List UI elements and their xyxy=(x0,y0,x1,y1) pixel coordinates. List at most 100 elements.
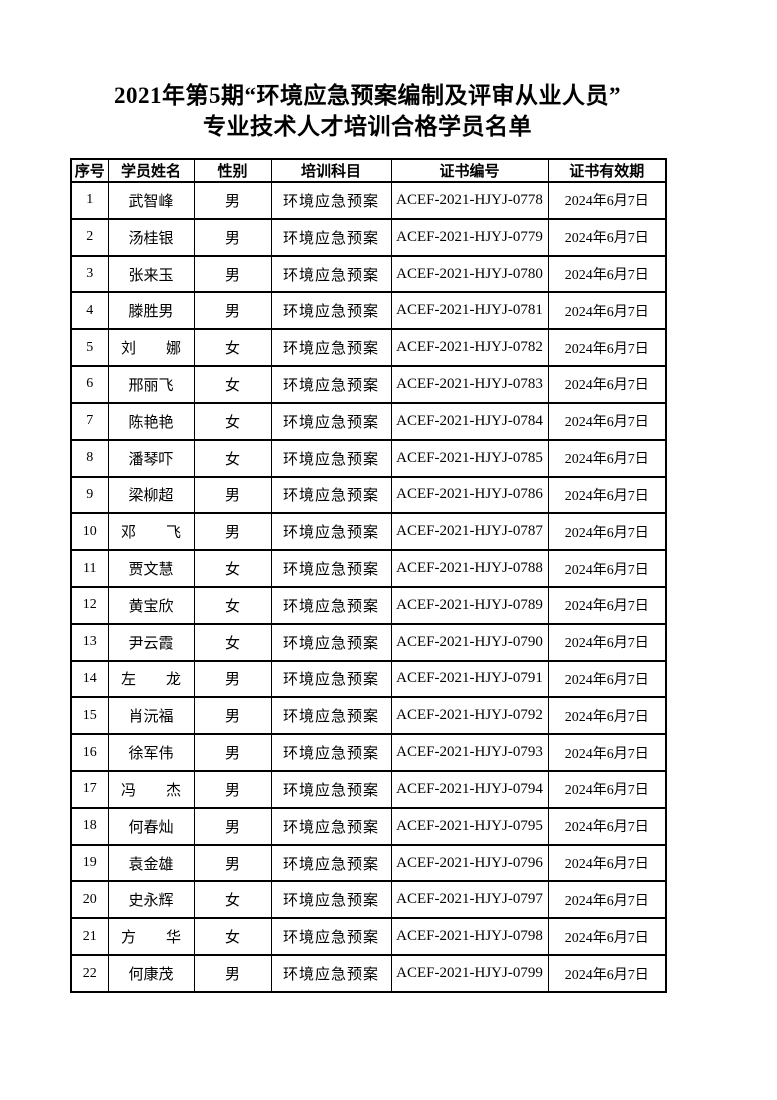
cell-name: 陈艳艳 xyxy=(107,401,195,441)
cell-no: 16 xyxy=(70,733,109,772)
cell-subject: 环境应急预案 xyxy=(270,254,392,294)
cell-subject: 环境应急预案 xyxy=(270,475,392,515)
cell-cert-no: ACEF-2021-HJYJ-0780 xyxy=(390,254,549,294)
cell-subject: 环境应急预案 xyxy=(270,770,392,809)
cell-subject: 环境应急预案 xyxy=(270,880,392,920)
cell-validity: 2024年6月7日 xyxy=(547,954,667,993)
cell-subject: 环境应急预案 xyxy=(270,365,392,404)
cell-no: 1 xyxy=(70,181,109,220)
cell-subject: 环境应急预案 xyxy=(270,622,392,662)
cell-name: 贾文慧 xyxy=(107,549,195,588)
cell-gender: 女 xyxy=(193,917,272,957)
cell-no: 17 xyxy=(70,770,109,809)
cell-cert-no: ACEF-2021-HJYJ-0797 xyxy=(390,880,549,920)
table-row: 8 潘琴吓 女 环境应急预案 ACEF-2021-HJYJ-0785 2024年… xyxy=(70,438,667,478)
header-row: 序号 学员姓名 性别 培训科目 证书编号 证书有效期 xyxy=(70,158,667,183)
table-row: 17 冯 杰 男 环境应急预案 ACEF-2021-HJYJ-0794 2024… xyxy=(70,770,667,809)
cell-name: 冯 杰 xyxy=(107,770,195,809)
table-row: 9 梁柳超 男 环境应急预案 ACEF-2021-HJYJ-0786 2024年… xyxy=(70,475,667,515)
table-row: 13 尹云霞 女 环境应急预案 ACEF-2021-HJYJ-0790 2024… xyxy=(70,622,667,662)
cell-no: 13 xyxy=(70,622,109,662)
cell-cert-no: ACEF-2021-HJYJ-0778 xyxy=(390,181,549,220)
cell-subject: 环境应急预案 xyxy=(270,328,392,368)
table-row: 21 方 华 女 环境应急预案 ACEF-2021-HJYJ-0798 2024… xyxy=(70,917,667,957)
cell-validity: 2024年6月7日 xyxy=(547,770,667,809)
cell-cert-no: ACEF-2021-HJYJ-0792 xyxy=(390,696,549,736)
cell-cert-no: ACEF-2021-HJYJ-0796 xyxy=(390,843,549,883)
cell-cert-no: ACEF-2021-HJYJ-0784 xyxy=(390,401,549,441)
cell-subject: 环境应急预案 xyxy=(270,291,392,331)
table-row: 14 左 龙 男 环境应急预案 ACEF-2021-HJYJ-0791 2024… xyxy=(70,659,667,699)
cell-name: 肖沅福 xyxy=(107,696,195,736)
cell-gender: 男 xyxy=(193,475,272,515)
cell-name: 邓 飞 xyxy=(107,512,195,552)
cell-validity: 2024年6月7日 xyxy=(547,217,667,257)
cell-validity: 2024年6月7日 xyxy=(547,659,667,699)
cell-name: 邢丽飞 xyxy=(107,365,195,404)
cell-name: 张来玉 xyxy=(107,254,195,294)
cell-gender: 女 xyxy=(193,401,272,441)
col-header-cert-no: 证书编号 xyxy=(390,158,549,183)
document-content: 2021年第5期“环境应急预案编制及评审从业人员” 专业技术人才培训合格学员名单… xyxy=(70,80,667,993)
cell-no: 18 xyxy=(70,806,109,846)
cell-subject: 环境应急预案 xyxy=(270,181,392,220)
cell-name: 潘琴吓 xyxy=(107,438,195,478)
cell-cert-no: ACEF-2021-HJYJ-0793 xyxy=(390,733,549,772)
cell-subject: 环境应急预案 xyxy=(270,696,392,736)
cell-no: 20 xyxy=(70,880,109,920)
cell-no: 2 xyxy=(70,217,109,257)
cell-validity: 2024年6月7日 xyxy=(547,622,667,662)
col-header-name: 学员姓名 xyxy=(107,158,195,183)
cell-no: 14 xyxy=(70,659,109,699)
cell-gender: 男 xyxy=(193,843,272,883)
cell-subject: 环境应急预案 xyxy=(270,806,392,846)
title-line-1: 2021年第5期“环境应急预案编制及评审从业人员” xyxy=(114,83,621,108)
cell-name: 袁金雄 xyxy=(107,843,195,883)
table-row: 3 张来玉 男 环境应急预案 ACEF-2021-HJYJ-0780 2024年… xyxy=(70,254,667,294)
cell-validity: 2024年6月7日 xyxy=(547,733,667,772)
cell-subject: 环境应急预案 xyxy=(270,217,392,257)
cell-validity: 2024年6月7日 xyxy=(547,806,667,846)
cell-gender: 男 xyxy=(193,181,272,220)
cell-cert-no: ACEF-2021-HJYJ-0790 xyxy=(390,622,549,662)
cell-cert-no: ACEF-2021-HJYJ-0787 xyxy=(390,512,549,552)
cell-name: 何康茂 xyxy=(107,954,195,993)
cell-no: 15 xyxy=(70,696,109,736)
cell-name: 汤桂银 xyxy=(107,217,195,257)
table-row: 5 刘 娜 女 环境应急预案 ACEF-2021-HJYJ-0782 2024年… xyxy=(70,328,667,368)
table-body: 1 武智峰 男 环境应急预案 ACEF-2021-HJYJ-0778 2024年… xyxy=(70,181,667,993)
cell-no: 19 xyxy=(70,843,109,883)
col-header-gender: 性别 xyxy=(193,158,272,183)
cell-cert-no: ACEF-2021-HJYJ-0799 xyxy=(390,954,549,993)
table-row: 10 邓 飞 男 环境应急预案 ACEF-2021-HJYJ-0787 2024… xyxy=(70,512,667,552)
cell-cert-no: ACEF-2021-HJYJ-0779 xyxy=(390,217,549,257)
cell-subject: 环境应急预案 xyxy=(270,954,392,993)
cell-validity: 2024年6月7日 xyxy=(547,291,667,331)
cell-subject: 环境应急预案 xyxy=(270,438,392,478)
cell-cert-no: ACEF-2021-HJYJ-0791 xyxy=(390,659,549,699)
cell-gender: 男 xyxy=(193,512,272,552)
cell-no: 22 xyxy=(70,954,109,993)
cell-subject: 环境应急预案 xyxy=(270,917,392,957)
cell-validity: 2024年6月7日 xyxy=(547,843,667,883)
cell-name: 尹云霞 xyxy=(107,622,195,662)
cell-gender: 男 xyxy=(193,733,272,772)
cell-cert-no: ACEF-2021-HJYJ-0788 xyxy=(390,549,549,588)
cell-name: 何春灿 xyxy=(107,806,195,846)
table-row: 18 何春灿 男 环境应急预案 ACEF-2021-HJYJ-0795 2024… xyxy=(70,806,667,846)
cell-validity: 2024年6月7日 xyxy=(547,512,667,552)
cell-validity: 2024年6月7日 xyxy=(547,917,667,957)
cell-gender: 女 xyxy=(193,880,272,920)
cell-cert-no: ACEF-2021-HJYJ-0798 xyxy=(390,917,549,957)
cell-validity: 2024年6月7日 xyxy=(547,880,667,920)
cell-validity: 2024年6月7日 xyxy=(547,438,667,478)
table-row: 19 袁金雄 男 环境应急预案 ACEF-2021-HJYJ-0796 2024… xyxy=(70,843,667,883)
cell-gender: 女 xyxy=(193,328,272,368)
cell-no: 7 xyxy=(70,401,109,441)
table-row: 16 徐军伟 男 环境应急预案 ACEF-2021-HJYJ-0793 2024… xyxy=(70,733,667,772)
cell-gender: 男 xyxy=(193,806,272,846)
cell-no: 3 xyxy=(70,254,109,294)
cell-gender: 男 xyxy=(193,291,272,331)
cell-gender: 女 xyxy=(193,365,272,404)
